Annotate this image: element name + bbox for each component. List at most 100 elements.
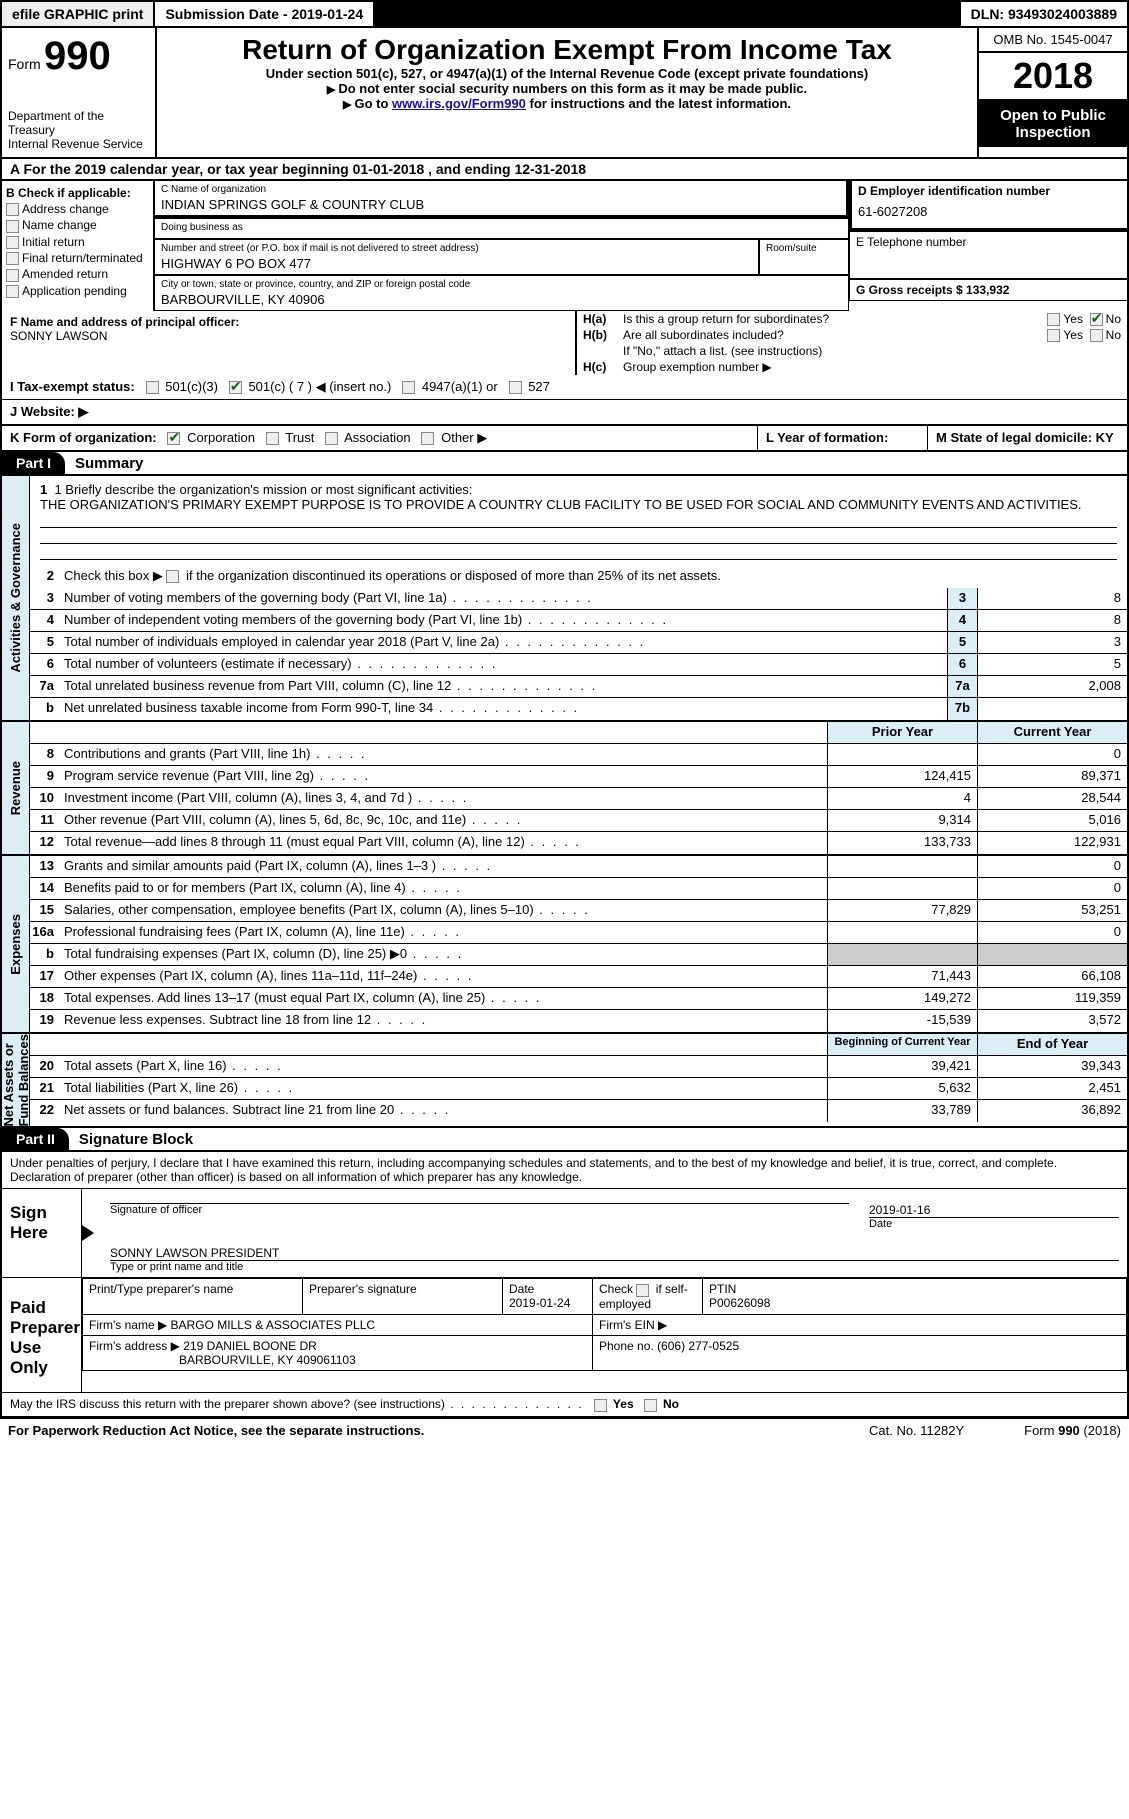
box-h: H(a) Is this a group return for subordin… — [577, 311, 1127, 375]
form-subtitle: Under section 501(c), 527, or 4947(a)(1)… — [167, 66, 967, 81]
gov-row-7a: 7a Total unrelated business revenue from… — [30, 676, 1127, 698]
row-18: 18 Total expenses. Add lines 13–17 (must… — [30, 988, 1127, 1010]
cb-501c[interactable] — [229, 381, 242, 394]
cb-527[interactable] — [509, 381, 522, 394]
num-15: 15 — [30, 900, 60, 921]
cb-address-change[interactable]: Address change — [6, 201, 149, 217]
blank-line-1 — [40, 512, 1117, 528]
cb-association[interactable] — [325, 432, 338, 445]
gov-num-3: 3 — [30, 588, 60, 609]
column-d: D Employer identification number 61-6027… — [849, 181, 1129, 311]
desc-12: Total revenue—add lines 8 through 11 (mu… — [60, 832, 827, 854]
num-9: 9 — [30, 766, 60, 787]
footer-right: Form 990 (2018) — [1024, 1423, 1121, 1438]
line1-label: 1 1 Briefly describe the organization's … — [40, 482, 1117, 497]
desc-b: Total fundraising expenses (Part IX, col… — [60, 944, 827, 965]
form-number: 990 — [44, 34, 111, 78]
row-13: 13 Grants and similar amounts paid (Part… — [30, 856, 1127, 878]
gov-desc-3: Number of voting members of the governin… — [60, 588, 947, 609]
hb-no-checkbox[interactable] — [1090, 329, 1103, 342]
phone-box: E Telephone number — [849, 231, 1127, 279]
cy-22: 36,892 — [977, 1100, 1127, 1122]
row-22: 22 Net assets or fund balances. Subtract… — [30, 1100, 1127, 1122]
cy-10: 28,544 — [977, 788, 1127, 809]
cb-501c3[interactable] — [146, 381, 159, 394]
officer-sig-line[interactable] — [110, 1193, 849, 1204]
f-label: F Name and address of principal officer: — [10, 315, 567, 329]
part2-header: Part II Signature Block — [0, 1128, 1129, 1152]
cb-final-return[interactable]: Final return/terminated — [6, 250, 149, 266]
l-year-formation: L Year of formation: — [757, 426, 927, 450]
cb-other[interactable] — [421, 432, 434, 445]
section-a: A For the 2019 calendar year, or tax yea… — [0, 159, 1129, 181]
cb-discuss-yes[interactable] — [594, 1399, 607, 1412]
net-header-row: Beginning of Current Year End of Year — [30, 1034, 1127, 1056]
form-prefix: Form — [8, 56, 41, 72]
current-year-header: Current Year — [977, 722, 1127, 743]
part2-title: Signature Block — [69, 1131, 193, 1148]
paid-preparer-label: Paid Preparer Use Only — [2, 1278, 82, 1392]
cb-name-change[interactable]: Name change — [6, 217, 149, 233]
section-bcd: B Check if applicable: Address change Na… — [0, 181, 1129, 311]
dba-val — [161, 233, 842, 235]
cb-self-employed[interactable] — [636, 1284, 649, 1297]
netassets-block: Net Assets or Fund Balances Beginning of… — [0, 1034, 1129, 1128]
prep-sig-cell: Preparer's signature — [303, 1279, 503, 1314]
cy-9: 89,371 — [977, 766, 1127, 787]
dept-treasury: Department of the Treasury — [8, 109, 149, 137]
cb-application-pending[interactable]: Application pending — [6, 283, 149, 299]
row-b: b Total fundraising expenses (Part IX, c… — [30, 944, 1127, 966]
form990-link[interactable]: www.irs.gov/Form990 — [392, 96, 526, 111]
gov-box-7a: 7a — [947, 676, 977, 697]
py-10: 4 — [827, 788, 977, 809]
cb-corporation[interactable] — [167, 432, 180, 445]
gov-desc-4: Number of independent voting members of … — [60, 610, 947, 631]
header-left: Form 990 Department of the Treasury Inte… — [2, 28, 157, 157]
b-label: B Check if applicable: — [6, 185, 149, 201]
gov-row-6: 6 Total number of volunteers (estimate i… — [30, 654, 1127, 676]
ein-label: D Employer identification number — [858, 184, 1121, 198]
ha-no-checkbox[interactable] — [1090, 313, 1103, 326]
num-b: b — [30, 944, 60, 965]
end-year-header: End of Year — [977, 1034, 1127, 1055]
gov-box-3: 3 — [947, 588, 977, 609]
vtab-governance: Activities & Governance — [2, 476, 30, 720]
note-link: Go to www.irs.gov/Form990 for instructio… — [167, 96, 967, 111]
part1-title: Summary — [65, 455, 143, 472]
org-name: INDIAN SPRINGS GOLF & COUNTRY CLUB — [161, 195, 840, 212]
cy-18: 119,359 — [977, 988, 1127, 1009]
cy-15: 53,251 — [977, 900, 1127, 921]
cb-4947[interactable] — [402, 381, 415, 394]
gov-val-6: 5 — [977, 654, 1127, 675]
gov-num-b: b — [30, 698, 60, 720]
row-17: 17 Other expenses (Part IX, column (A), … — [30, 966, 1127, 988]
footer-mid: Cat. No. 11282Y — [869, 1423, 964, 1438]
desc-16a: Professional fundraising fees (Part IX, … — [60, 922, 827, 943]
room-label: Room/suite — [766, 243, 842, 254]
city-label: City or town, state or province, country… — [161, 279, 842, 290]
py-9: 124,415 — [827, 766, 977, 787]
gov-val-3: 8 — [977, 588, 1127, 609]
blank-line-2 — [40, 528, 1117, 544]
py-20: 39,421 — [827, 1056, 977, 1077]
hb-yes-checkbox[interactable] — [1047, 329, 1060, 342]
officer-name-caption: Type or print name and title — [110, 1261, 1119, 1273]
cb-discuss-no[interactable] — [644, 1399, 657, 1412]
cb-amended-return[interactable]: Amended return — [6, 266, 149, 282]
ha-yes-checkbox[interactable] — [1047, 313, 1060, 326]
h-b-note: If "No," attach a list. (see instruction… — [577, 343, 1127, 359]
org-name-box: C Name of organization INDIAN SPRINGS GO… — [155, 181, 849, 218]
line-j: J Website: ▶ — [0, 400, 1129, 426]
cb-initial-return[interactable]: Initial return — [6, 234, 149, 250]
row-21: 21 Total liabilities (Part X, line 26) 5… — [30, 1078, 1127, 1100]
desc-21: Total liabilities (Part X, line 26) — [60, 1078, 827, 1099]
num-16a: 16a — [30, 922, 60, 943]
desc-18: Total expenses. Add lines 13–17 (must eq… — [60, 988, 827, 1009]
gov-row-4: 4 Number of independent voting members o… — [30, 610, 1127, 632]
cb-trust[interactable] — [266, 432, 279, 445]
cb-discontinued[interactable] — [166, 570, 179, 583]
line2: 2 Check this box ▶ if the organization d… — [30, 566, 1127, 588]
cy-11: 5,016 — [977, 810, 1127, 831]
efile-button[interactable]: efile GRAPHIC print — [2, 2, 155, 26]
gross-box: G Gross receipts $ 133,932 — [849, 279, 1127, 301]
